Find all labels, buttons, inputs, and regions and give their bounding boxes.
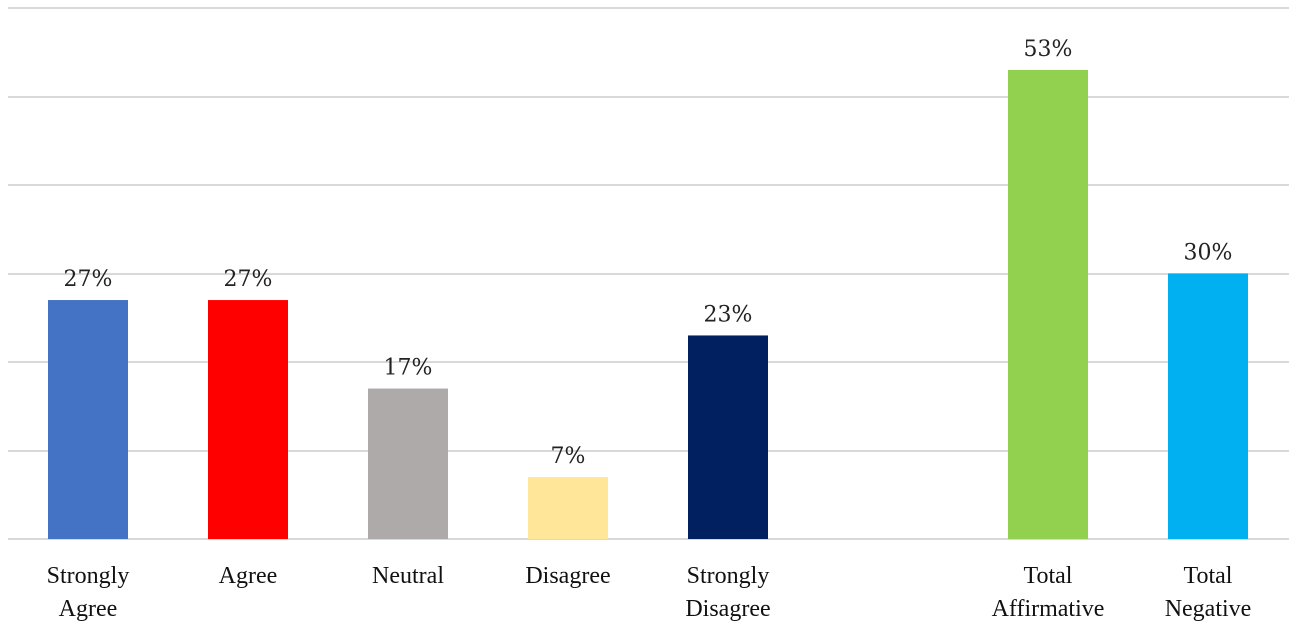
data-label: 53% — [1024, 37, 1073, 62]
category-label-line: Total — [1184, 563, 1233, 589]
gridlines — [8, 7, 1289, 540]
category-label-line: Strongly — [687, 563, 770, 589]
category-label-line: Disagree — [525, 563, 610, 589]
category-label: Total Negative — [1165, 563, 1252, 622]
category-label-line: Total — [1024, 563, 1073, 589]
data-label: 27% — [64, 267, 113, 292]
category-label: Agree — [219, 563, 278, 589]
bar — [528, 477, 608, 539]
category-label: Strongly Disagree — [685, 563, 770, 622]
category-label: Strongly Agree — [47, 563, 130, 622]
category-label-line: Neutral — [372, 563, 444, 589]
bar — [688, 335, 768, 539]
data-label: 7% — [551, 444, 586, 469]
category-label-line: Affirmative — [992, 596, 1105, 622]
bar — [1168, 273, 1248, 539]
bars — [48, 69, 1248, 539]
category-label: Disagree — [525, 563, 610, 589]
bar — [368, 388, 448, 539]
category-label-line: Strongly — [47, 563, 130, 589]
data-label: 27% — [224, 267, 273, 292]
data-label: 17% — [384, 356, 433, 381]
data-label: 30% — [1184, 241, 1233, 266]
category-label-line: Disagree — [685, 596, 770, 622]
category-label-line: Negative — [1165, 596, 1252, 622]
category-label: Neutral — [372, 563, 444, 589]
category-label-line: Agree — [59, 596, 118, 622]
bar — [208, 300, 288, 539]
category-label-line: Agree — [219, 563, 278, 589]
data-label: 23% — [704, 302, 753, 327]
bar — [1008, 69, 1088, 539]
bar — [48, 300, 128, 539]
category-label: Total Affirmative — [992, 563, 1105, 622]
data-labels: 27% 27% 17% 7% 23% 53% 30% — [64, 37, 1233, 469]
